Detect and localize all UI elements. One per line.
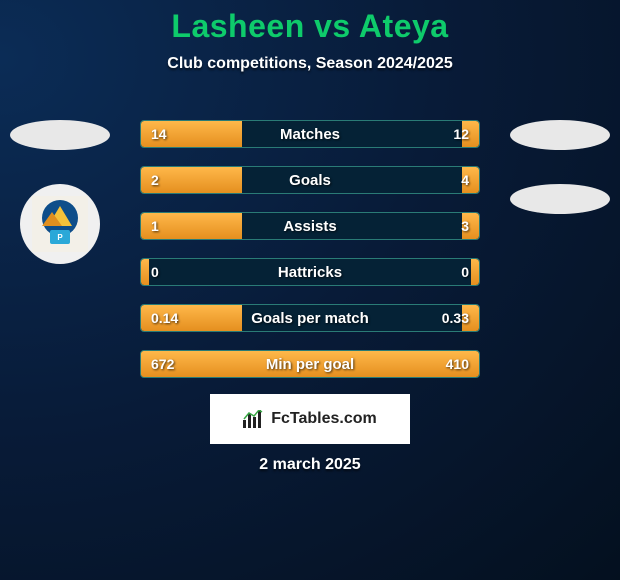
team-badge-left: P [20, 184, 100, 264]
page-title: Lasheen vs Ateya [0, 0, 620, 45]
stat-row: Min per goal672410 [140, 350, 480, 378]
stat-fill-left [141, 213, 242, 239]
player-photo-right [510, 120, 610, 150]
stat-fill-right [462, 213, 479, 239]
stat-value-left: 0 [151, 259, 159, 285]
date-label: 2 march 2025 [0, 456, 620, 474]
stat-row: Hattricks0 0 [140, 258, 480, 286]
stat-fill-right [462, 121, 479, 147]
bar-chart-icon [243, 410, 265, 428]
stats-bars: Matches1412 Goals24 Assists13 Hattricks0 0 Go… [140, 120, 480, 378]
team-badge-right [510, 184, 610, 214]
right-player-column [510, 120, 610, 214]
stat-label: Hattricks [141, 259, 479, 285]
pyramids-icon: P [32, 196, 88, 252]
stat-fill-left [141, 167, 242, 193]
stat-row: Assists13 [140, 212, 480, 240]
subtitle: Club competitions, Season 2024/2025 [0, 55, 620, 73]
left-player-column: P [10, 120, 110, 264]
source-badge[interactable]: FcTables.com [210, 394, 410, 444]
player-photo-left [10, 120, 110, 150]
stat-row: Goals per match0.140.33 [140, 304, 480, 332]
stat-row: Goals24 [140, 166, 480, 194]
stat-fill-left [141, 305, 242, 331]
stat-fill-right [471, 259, 479, 285]
source-label: FcTables.com [271, 410, 377, 428]
stat-fill-right [141, 351, 479, 377]
stat-value-right: 0 [461, 259, 469, 285]
svg-text:P: P [57, 233, 63, 242]
stat-fill-left [141, 259, 149, 285]
comparison-card: Lasheen vs Ateya Club competitions, Seas… [0, 0, 620, 580]
stat-fill-right [462, 167, 479, 193]
stat-row: Matches1412 [140, 120, 480, 148]
stat-fill-right [462, 305, 479, 331]
stat-fill-left [141, 121, 242, 147]
